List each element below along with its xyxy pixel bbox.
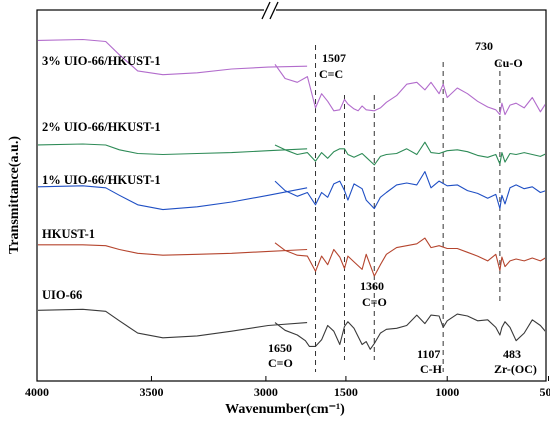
series-line-0-left — [38, 38, 308, 76]
y-axis-title: Transmittance(a.u.) — [7, 136, 22, 254]
reference-lines — [315, 45, 501, 372]
x-tick-label: 1000 — [435, 385, 459, 399]
peak-label-483: 483 — [503, 347, 521, 361]
series-line-1-left — [38, 143, 308, 156]
peak-label-730: 730 — [475, 39, 493, 53]
series-line-2-right — [274, 171, 545, 210]
x-ticks: 4000 3500 3000 1500 1000 500 — [25, 376, 550, 399]
series-line-0-right — [274, 63, 545, 116]
series-line-4-left — [38, 308, 308, 339]
x-axis-title: Wavenumber(cm⁻¹) — [225, 402, 345, 417]
x-tick-label: 1500 — [334, 385, 358, 399]
series-labels: 3% UIO-66/HKUST-1 2% UIO-66/HKUST-1 1% UIO… — [42, 54, 161, 302]
peak-label-1507: 1507 — [322, 51, 346, 65]
peak-annotations: 1650C=O1507C=C1360C=O1107C-H730Cu-O483Zr… — [268, 39, 537, 376]
axis-break — [261, 1, 279, 20]
peak-assignment-1650: C=O — [268, 356, 293, 370]
series-label: HKUST-1 — [42, 227, 95, 241]
peak-label-1650: 1650 — [268, 341, 292, 355]
series-line-3-left — [38, 244, 308, 256]
peak-assignment-483: Zr-(OC) — [494, 362, 537, 376]
x-tick-label: 3000 — [254, 385, 278, 399]
series-line-1-right — [274, 141, 545, 166]
plot-frame — [36, 9, 547, 382]
series-label: 1% UIO-66/HKUST-1 — [42, 173, 161, 187]
x-tick-label: 3500 — [139, 385, 163, 399]
peak-label-1107: 1107 — [417, 347, 440, 361]
series-label: 2% UIO-66/HKUST-1 — [42, 120, 161, 134]
x-tick-label: 500 — [540, 385, 550, 399]
x-tick-label: 4000 — [25, 385, 49, 399]
peak-assignment-1507: C=C — [319, 67, 343, 81]
peak-assignment-1107: C-H — [420, 362, 443, 376]
series-line-4-right — [274, 313, 545, 350]
series-line-2-left — [38, 185, 308, 211]
peak-assignment-730: Cu-O — [494, 56, 523, 70]
peak-label-1360: 1360 — [360, 279, 384, 293]
spectra — [38, 38, 545, 350]
series-label: 3% UIO-66/HKUST-1 — [42, 54, 161, 68]
series-line-3-right — [274, 237, 545, 277]
peak-assignment-1360: C=O — [362, 295, 387, 309]
series-label: UIO-66 — [42, 288, 82, 302]
